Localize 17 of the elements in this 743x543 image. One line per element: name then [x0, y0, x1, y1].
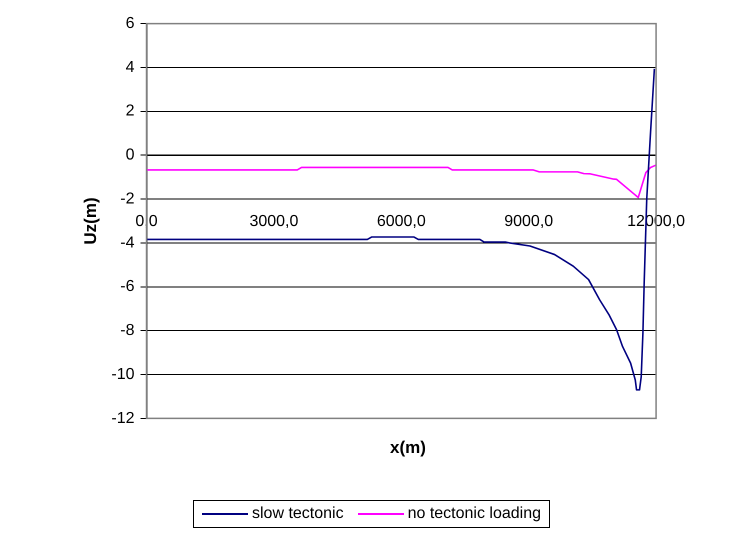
y-tick-label: -10 [111, 366, 135, 383]
y-tick-label: -8 [120, 322, 135, 340]
y-tick-label: 2 [126, 102, 135, 120]
x-tick-label: 9000,0 [504, 213, 554, 230]
legend-label: no tectonic loading [408, 505, 542, 523]
y-tick-label: -6 [120, 278, 135, 296]
x-axis-title: x(m) [389, 438, 427, 458]
y-tick-label: 6 [126, 15, 135, 32]
y-axis-title: Uz(m) [80, 197, 100, 245]
y-tick-label: -4 [120, 234, 135, 252]
legend-label: slow tectonic [252, 505, 344, 523]
y-tick-label: -2 [120, 190, 135, 208]
y-tick-label: -12 [111, 410, 135, 427]
x-tick-label: 3000,0 [249, 213, 298, 230]
y-tick-label: 0 [126, 146, 135, 164]
y-tick-label: 4 [126, 58, 135, 76]
x-tick-label: 6000,0 [376, 213, 426, 230]
